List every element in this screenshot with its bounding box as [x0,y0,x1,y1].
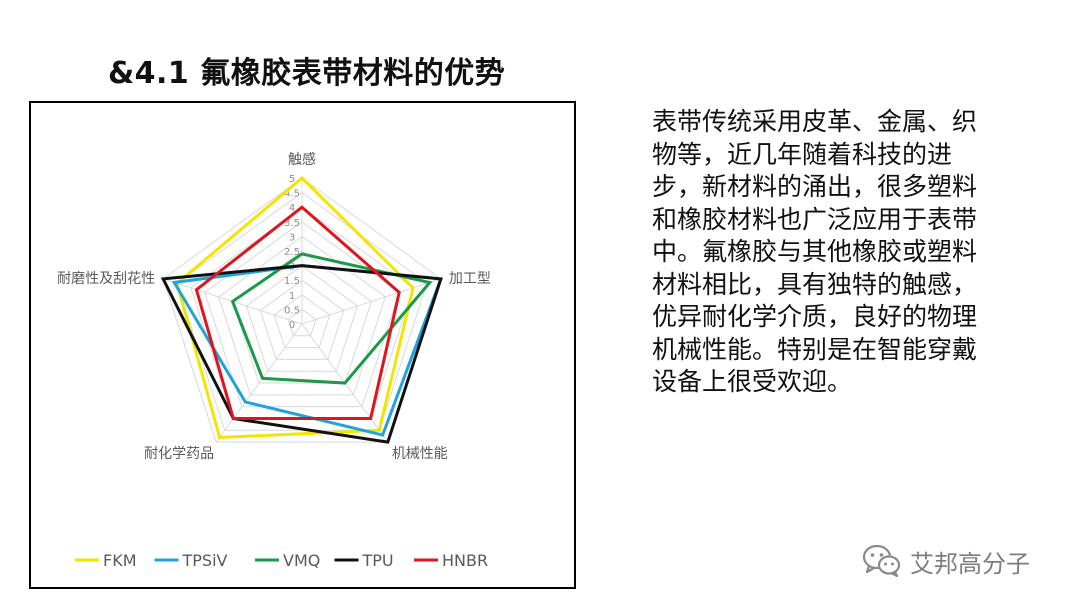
tick-label: 1.5 [284,276,300,287]
tick-label: 0 [289,320,295,331]
radar-chart: 0 0.5 1 1.5 2 2.5 3 3.5 4 4.5 5 触感 加工型 机械性能 耐化学药品 耐磨性及刮… [29,101,576,589]
grid-ring [273,294,331,349]
tick-label: 3.5 [284,218,300,229]
series-line-fkm [175,175,415,439]
radar-chart-svg: 00.511.522.533.544.55触感加工型机械性能耐化学药品耐磨性及刮… [57,151,491,570]
grid-ring [245,264,359,372]
legend-label: TPSiV [182,551,228,570]
grid-spoke [301,278,442,325]
watermark-text: 艾邦高分子 [910,549,1030,578]
tick-label: 4.5 [284,189,300,200]
legend-label: HNBR [442,551,488,570]
grid-ring [162,177,442,443]
tick-label: 5 [289,174,295,185]
axis-label: 触感 [288,151,316,168]
grid-ring [259,279,345,360]
axis-label: 机械性能 [392,446,448,462]
tick-label: 2.5 [284,247,300,258]
tick-label: 4 [289,203,295,214]
series-line-tpu [160,264,443,444]
series-line-vmq [230,252,433,385]
tick-label: 3 [289,232,295,243]
axis-label: 耐化学药品 [144,446,214,462]
watermark: 艾邦高分子 [862,541,1030,581]
grid-ring [287,308,317,337]
legend-label: TPU [362,551,394,570]
tick-label: 0.5 [284,305,300,316]
axis-label: 耐磨性及刮花性 [57,271,155,287]
legend-label: FKM [103,551,137,570]
wechat-icon [862,544,901,578]
legend-label: VMQ [283,551,320,570]
tick-label: 1 [289,291,295,302]
slide-title: &4.1 氟橡胶表带材料的优势 [108,56,506,91]
series-line-hnbr [194,205,401,420]
grid-ring [204,221,400,408]
grid-spoke [215,323,303,443]
axis-label: 加工型 [449,271,491,287]
grid-ring [218,235,386,396]
description-text: 表带传统采用皮革、金属、织物等，近几年随着科技的进步，新材料的涌出，很多塑料和橡… [652,107,978,396]
